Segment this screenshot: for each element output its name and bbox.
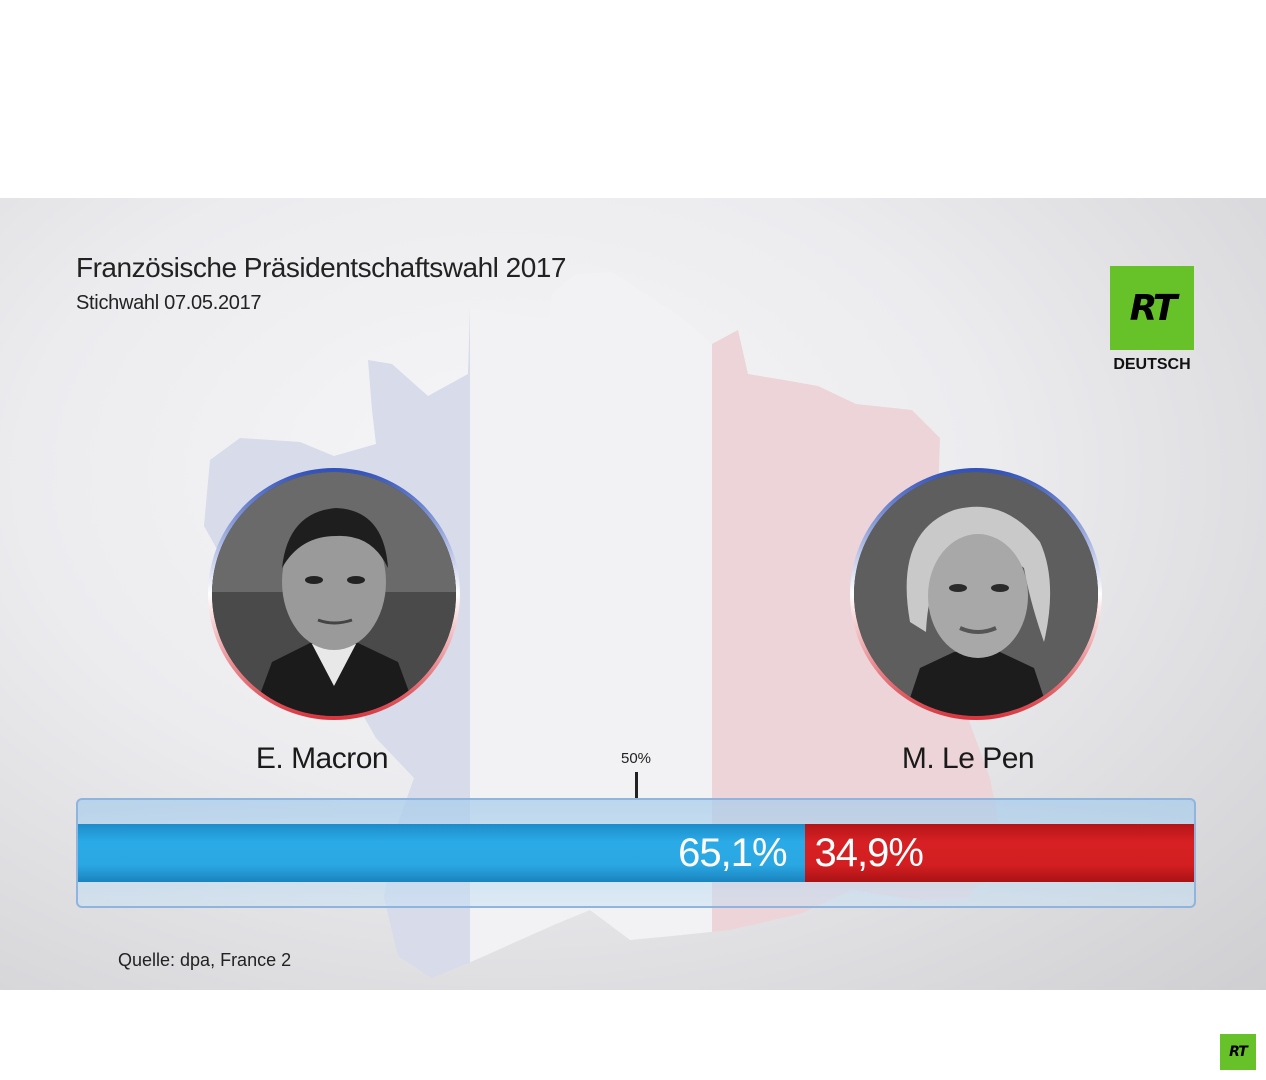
value-label-macron: 65,1%	[678, 830, 787, 875]
candidate-name-macron: E. Macron	[255, 742, 389, 775]
chart-subtitle: Stichwahl 07.05.2017	[76, 292, 262, 314]
result-bar: 65,1% 34,9%	[78, 824, 1194, 882]
portrait-macron	[208, 468, 460, 720]
fifty-percent-marker	[634, 772, 638, 800]
fifty-percent-label: 50%	[620, 750, 652, 767]
result-bar-frame: 65,1% 34,9%	[76, 798, 1196, 908]
rt-logo: RT	[1110, 266, 1194, 350]
rt-small-logo: RT	[1220, 1034, 1256, 1070]
candidate-name-le-pen: M. Le Pen	[901, 742, 1035, 775]
rt-logo-subtitle: DEUTSCH	[1113, 356, 1191, 373]
bar-segment-le-pen: 34,9%	[804, 824, 1194, 882]
portrait-le-pen	[850, 468, 1102, 720]
infographic-panel: Französische Präsidentschaftswahl 2017 S…	[0, 198, 1266, 990]
portrait-le-pen-image	[854, 472, 1098, 716]
portrait-macron-image	[212, 472, 456, 716]
chart-title: Französische Präsidentschaftswahl 2017	[76, 252, 566, 283]
source-note: Quelle: dpa, France 2	[118, 950, 292, 970]
bar-segment-macron: 65,1%	[78, 824, 805, 882]
value-label-le-pen: 34,9%	[814, 830, 924, 875]
